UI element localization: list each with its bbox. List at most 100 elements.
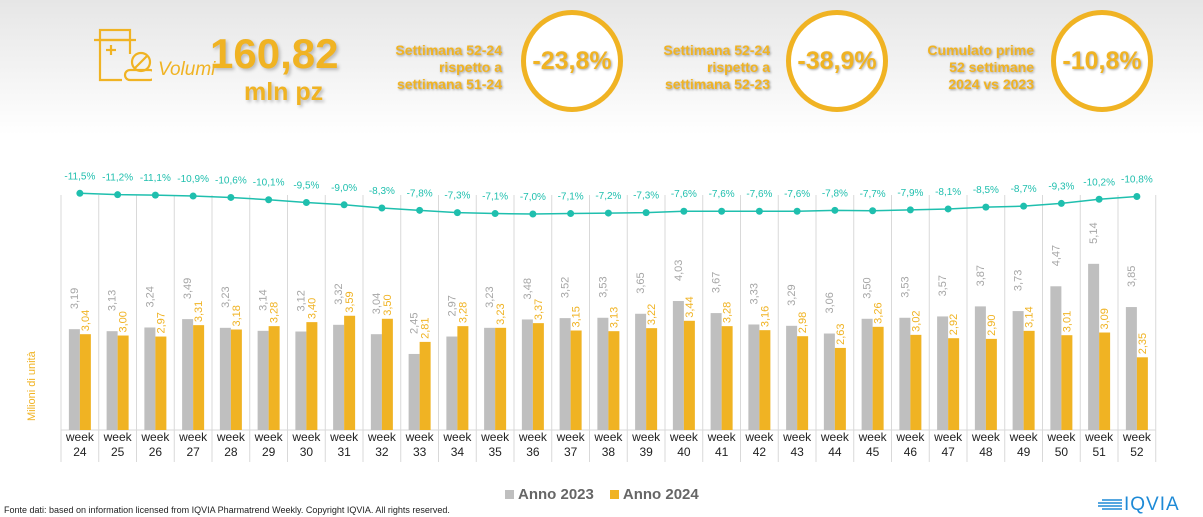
x-tick-label: 40 — [677, 445, 691, 459]
x-tick-label: 31 — [337, 445, 351, 459]
bar-2024 — [230, 329, 242, 430]
line-label: -7,6% — [746, 189, 772, 200]
line-label: -10,1% — [253, 178, 285, 189]
x-tick-label: 46 — [904, 445, 918, 459]
x-tick-label: week — [707, 430, 737, 444]
bar-2024 — [910, 334, 922, 430]
x-tick-label: 33 — [413, 445, 427, 459]
x-tick-label: 25 — [111, 445, 125, 459]
x-tick-label: week — [140, 430, 170, 444]
bar-2023 — [635, 313, 647, 430]
data-label: 3,29 — [786, 284, 798, 305]
data-label: 3,23 — [495, 303, 507, 324]
x-tick-label: week — [1084, 430, 1114, 444]
data-label: 3,28 — [269, 302, 281, 323]
x-tick-label: week — [442, 430, 472, 444]
bar-2024 — [419, 341, 431, 430]
line-label: -7,1% — [482, 192, 508, 203]
data-label: 2,35 — [1137, 333, 1149, 354]
line-point — [1057, 199, 1065, 207]
x-tick-label: week — [593, 430, 623, 444]
x-tick-label: week — [329, 430, 359, 444]
line-point — [227, 193, 235, 201]
x-tick-label: week — [782, 430, 812, 444]
line-label: -9,5% — [293, 181, 319, 192]
line-point — [491, 210, 499, 218]
bar-2024 — [759, 330, 771, 430]
bar-2024 — [495, 327, 507, 430]
data-label: 3,65 — [635, 272, 647, 293]
x-tick-label: week — [933, 430, 963, 444]
data-label: 3,01 — [1061, 311, 1073, 332]
data-label: 5,14 — [1088, 222, 1100, 243]
x-tick-label: week — [669, 430, 699, 444]
bar-2024 — [721, 326, 733, 430]
bar-2024 — [155, 336, 167, 430]
bar-2024 — [193, 325, 205, 430]
bar-2024 — [948, 338, 960, 430]
x-tick-label: 47 — [941, 445, 955, 459]
line-point — [604, 209, 612, 217]
line-label: -10,2% — [1083, 177, 1115, 188]
bar-2023 — [219, 327, 231, 430]
data-label: 3,73 — [1013, 270, 1025, 291]
bar-2024 — [985, 338, 997, 430]
line-label: -8,1% — [935, 187, 961, 198]
line-point — [906, 206, 914, 214]
line-label: -7,3% — [633, 191, 659, 202]
bar-2023 — [182, 319, 194, 430]
bar-2023 — [899, 317, 911, 430]
bar-2024 — [457, 326, 469, 430]
line-label: -8,5% — [973, 185, 999, 196]
line-point — [1133, 193, 1141, 201]
line-label: -7,6% — [709, 189, 735, 200]
bar-2023 — [446, 336, 458, 430]
bar-2023 — [106, 331, 118, 430]
data-label: 3,59 — [344, 291, 356, 312]
bar-2023 — [333, 324, 345, 430]
bar-2024 — [1061, 335, 1073, 430]
line-label: -9,0% — [331, 183, 357, 194]
line-label: -7,0% — [520, 192, 546, 203]
bar-2023 — [1088, 263, 1100, 430]
line-point — [529, 210, 537, 218]
x-tick-label: week — [518, 430, 548, 444]
data-label: 3,31 — [193, 301, 205, 322]
line-point — [1095, 195, 1103, 203]
line-label: -10,8% — [1121, 175, 1153, 186]
line-point — [189, 192, 197, 200]
data-label: 3,50 — [862, 277, 874, 298]
bar-2023 — [823, 333, 835, 430]
line-point — [1020, 202, 1028, 210]
x-tick-label: week — [178, 430, 208, 444]
bar-2023 — [710, 313, 722, 430]
logo-text: IQVIA — [1124, 494, 1180, 515]
line-point — [340, 201, 348, 209]
line-point — [831, 206, 839, 214]
data-label: 3,26 — [873, 302, 885, 323]
bar-2023 — [521, 319, 533, 430]
x-tick-label: week — [1046, 430, 1076, 444]
data-label: 3,13 — [107, 290, 119, 311]
x-tick-label: week — [291, 430, 321, 444]
x-tick-label: 48 — [979, 445, 993, 459]
medicine-bottle-pills-icon — [94, 28, 152, 82]
bar-2024 — [1099, 332, 1111, 430]
line-label: -7,2% — [595, 191, 621, 202]
line-point — [642, 209, 650, 217]
data-label: 3,15 — [571, 306, 583, 327]
line-point — [567, 210, 575, 218]
x-tick-label: week — [103, 430, 133, 444]
line-label: -7,6% — [671, 189, 697, 200]
data-label: 3,16 — [759, 306, 771, 327]
line-label: -11,1% — [140, 173, 171, 184]
x-tick-label: week — [480, 430, 510, 444]
bar-2023 — [257, 330, 269, 430]
data-label: 3,06 — [824, 292, 836, 313]
data-label: 2,92 — [948, 314, 960, 335]
data-label: 3,12 — [295, 290, 307, 311]
x-tick-label: week — [254, 430, 284, 444]
volume-label: Volumi — [158, 59, 216, 80]
comparison-3-text: Cumulato prime 52 settimane 2024 vs 2023 — [927, 42, 1034, 92]
comparison-1-value: -23,8% — [521, 10, 623, 112]
